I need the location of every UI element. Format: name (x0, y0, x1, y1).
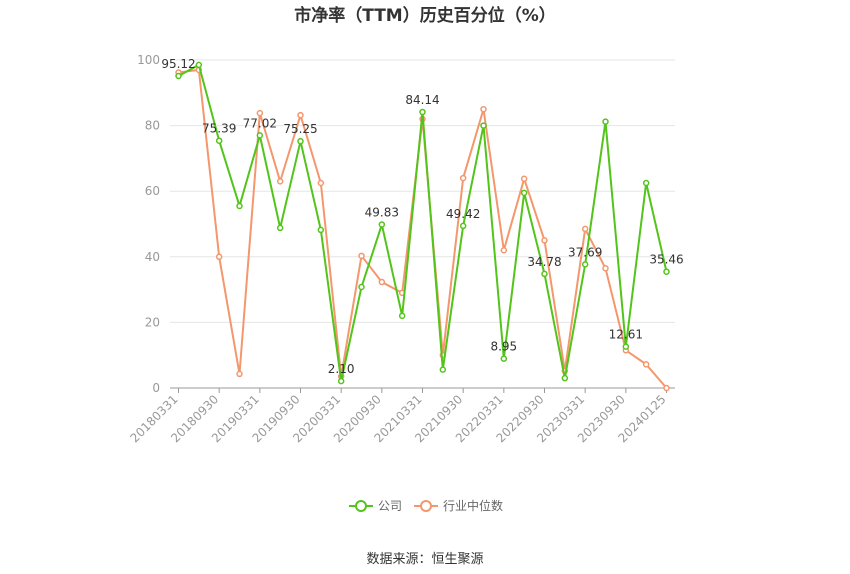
legend-marker (355, 500, 367, 512)
data-point (317, 179, 325, 187)
data-point (256, 132, 264, 139)
data-point (358, 283, 365, 291)
data-label: 95.12 (161, 57, 195, 71)
data-label: 49.42 (446, 207, 480, 221)
data-point (215, 253, 223, 261)
data-label: 8.95 (490, 340, 517, 354)
data-point (602, 118, 609, 125)
data-point (581, 261, 589, 268)
data-point (520, 175, 528, 182)
y-tick-label: 60 (145, 184, 160, 198)
data-point (602, 265, 609, 272)
data-label: 84.14 (405, 93, 439, 107)
data-point (256, 109, 264, 117)
y-tick-label: 0 (152, 381, 160, 395)
data-point (236, 370, 243, 378)
data-point (581, 225, 589, 233)
data-point (195, 61, 203, 69)
data-point (541, 270, 548, 278)
data-point (276, 178, 284, 185)
chart-title: 市净率（TTM）历史百分位（%） (294, 5, 556, 26)
data-point (500, 355, 508, 362)
data-point (378, 221, 386, 228)
data-label: 77.02 (243, 116, 277, 130)
data-point (439, 366, 447, 373)
data-point (459, 222, 467, 230)
data-point (642, 361, 650, 368)
series-group (175, 61, 670, 392)
legend-item-0[interactable]: 公司 (349, 499, 402, 513)
data-label: 37.69 (568, 245, 602, 259)
data-point (297, 111, 304, 119)
data-point (317, 226, 325, 234)
data-point (215, 137, 223, 144)
y-tick-label: 40 (145, 250, 160, 264)
data-point (663, 268, 670, 275)
data-point (622, 343, 630, 350)
data-point (419, 108, 426, 116)
legend-item-1[interactable]: 行业中位数 (414, 498, 503, 513)
data-point (459, 174, 467, 182)
y-tick-label: 100 (137, 53, 160, 67)
data-label: 2.10 (328, 362, 355, 376)
data-point (337, 377, 345, 385)
y-tick-label: 20 (145, 315, 160, 329)
data-label: 49.83 (365, 206, 399, 220)
data-point (480, 122, 487, 129)
data-label: 34.78 (527, 255, 561, 269)
data-point (358, 252, 365, 260)
data-labels: 95.12 75.39 77.02 75.25 2.10 49.83 84.14 49.42 8… (161, 57, 683, 376)
data-point (378, 278, 386, 286)
data-point (398, 312, 406, 320)
data-source: 数据来源：恒生聚源 (366, 552, 483, 567)
data-label: 75.39 (202, 122, 236, 136)
data-point (500, 246, 508, 254)
data-point (642, 179, 650, 187)
data-point (175, 72, 182, 80)
data-point (236, 202, 243, 210)
legend-marker (420, 500, 432, 512)
x-axis: 2018033120180930201903312019093020200331… (128, 387, 675, 445)
data-point (541, 237, 548, 244)
data-point (663, 384, 670, 392)
data-point (297, 137, 304, 145)
data-point (276, 224, 284, 232)
data-point (480, 105, 487, 113)
y-axis-ticks: 0 20 40 60 80 100 (137, 53, 160, 395)
data-point (561, 374, 569, 382)
data-point (520, 189, 528, 197)
legend-label: 行业中位数 (443, 498, 503, 513)
legend[interactable]: 公司 行业中位数 (349, 498, 503, 513)
y-tick-label: 80 (145, 119, 160, 133)
data-label: 35.46 (649, 253, 683, 267)
data-label: 75.25 (283, 122, 317, 136)
data-label: 12.61 (609, 328, 643, 342)
legend-label: 公司 (378, 499, 402, 513)
